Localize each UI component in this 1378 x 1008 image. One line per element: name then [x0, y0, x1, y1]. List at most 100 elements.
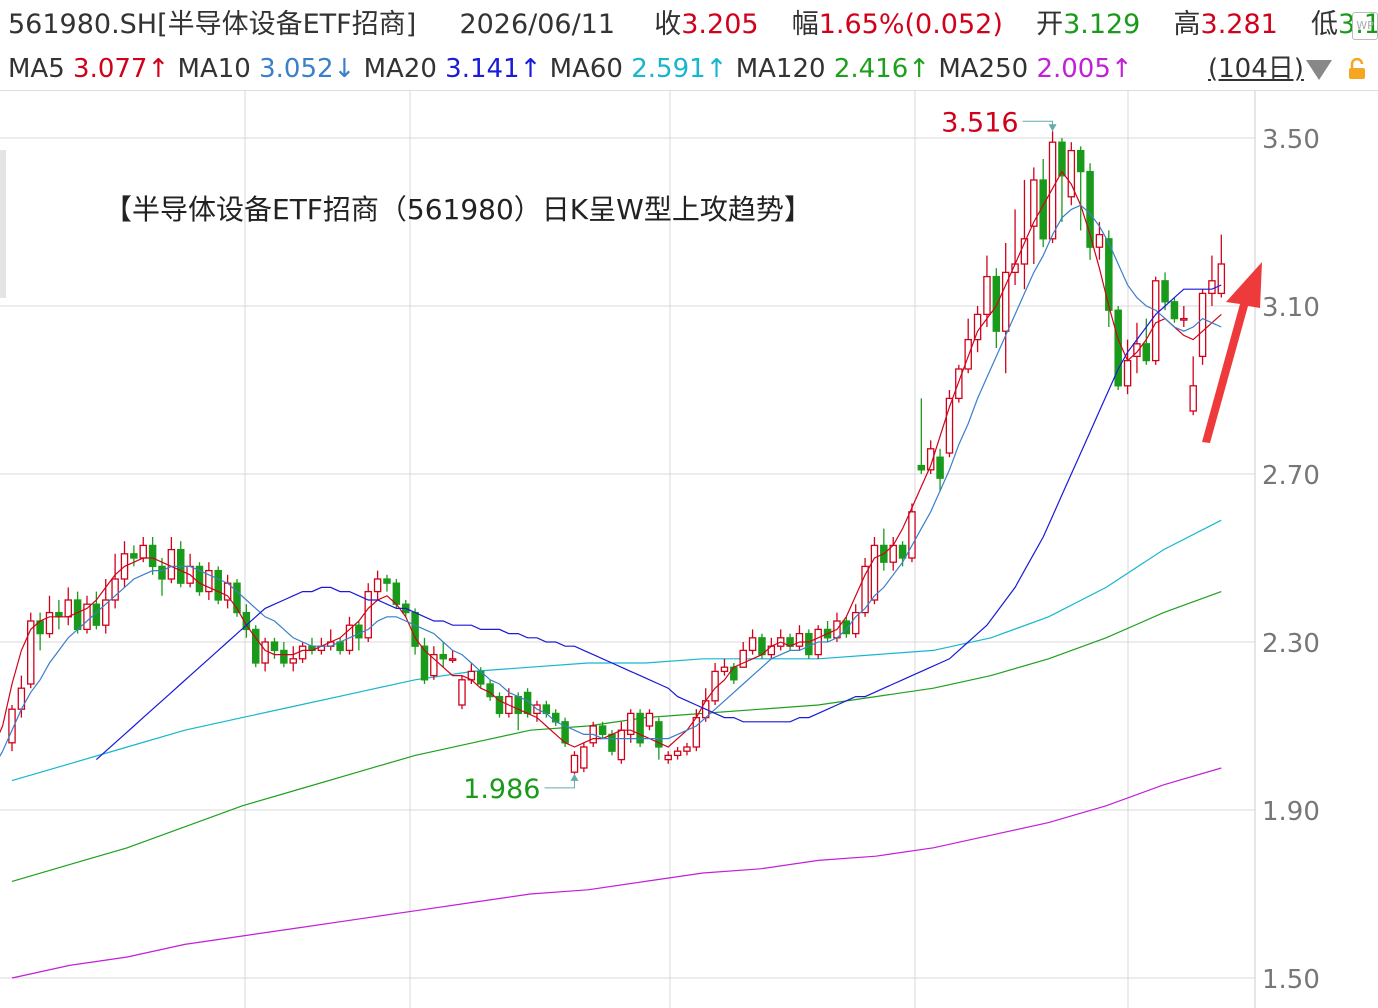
candle-down	[148, 537, 157, 575]
candle-body	[355, 624, 363, 639]
candle-body	[439, 653, 447, 660]
candle-body	[908, 511, 916, 559]
candle-up	[345, 616, 354, 655]
open-label: 开	[1036, 9, 1064, 40]
candle-body	[805, 632, 813, 656]
candle-body	[1095, 233, 1104, 248]
ma60-label: MA60	[549, 54, 623, 84]
trend-arrow	[1202, 262, 1262, 443]
candle-body	[926, 448, 935, 471]
candle-body	[364, 590, 372, 639]
candle-down	[992, 268, 1001, 348]
candle-up	[167, 537, 176, 584]
annotation-arrowhead	[1048, 124, 1057, 132]
low-label: 低	[1311, 9, 1339, 40]
ma10-label: MA10	[177, 54, 251, 84]
candle-down	[1170, 297, 1179, 323]
candle-body	[898, 544, 907, 559]
candle-up	[870, 537, 879, 605]
candle-body	[45, 611, 54, 635]
candle-up	[261, 637, 269, 672]
ma-legend-bar: MA5 3.077↑ MA10 3.052↓ MA20 3.141↑ MA60 …	[8, 52, 1133, 86]
candle-body	[1133, 343, 1141, 358]
security-code: 561980.SH[半导体设备ETF招商]	[8, 9, 417, 40]
annotation-arrowhead	[570, 773, 579, 781]
candle-body	[495, 695, 504, 715]
candle-body	[683, 746, 691, 752]
candle-up	[1067, 142, 1076, 206]
candle-body	[1142, 343, 1151, 362]
close-price: 3.205	[681, 9, 759, 40]
low-price: 3.129	[1338, 9, 1378, 40]
candle-body	[233, 582, 241, 614]
candle-up	[298, 642, 307, 663]
wp-icon[interactable]: WP	[1352, 12, 1378, 40]
candle-down	[1086, 163, 1094, 260]
candle-up	[533, 700, 541, 722]
candle-down	[842, 616, 851, 638]
candle-body	[870, 544, 879, 601]
candle-up	[17, 675, 26, 718]
max-annotation: 3.516	[941, 107, 1018, 138]
candle-body	[945, 397, 954, 454]
ma20-label: MA20	[363, 54, 437, 84]
ma-line-ma60	[11, 519, 1222, 782]
candle-body	[1161, 280, 1169, 303]
candle-down	[336, 637, 344, 655]
candle-body	[1048, 141, 1057, 240]
candle-body	[955, 368, 963, 400]
candle-up	[673, 747, 682, 760]
candle-body	[1001, 271, 1010, 332]
candle-down	[805, 629, 813, 659]
candle-up	[326, 629, 335, 651]
annotations: 3.516 1.986	[463, 107, 1057, 805]
candle-body	[205, 569, 213, 593]
candle-body	[420, 645, 429, 681]
candle-down	[420, 637, 429, 684]
ma-line-ma10	[0, 204, 1222, 758]
candle-up	[570, 751, 579, 774]
candle-body	[1198, 292, 1207, 358]
open-price: 3.129	[1063, 9, 1141, 40]
y-tick-label: 2.70	[1262, 461, 1320, 491]
candle-down	[1039, 159, 1047, 248]
candle-up	[683, 742, 691, 756]
scroll-handle[interactable]	[0, 150, 6, 298]
candle-up	[955, 364, 963, 403]
candle-up	[1011, 209, 1019, 285]
candle-body	[383, 578, 391, 584]
candle-down	[214, 566, 222, 605]
candle-up	[1208, 255, 1216, 306]
candle-up	[64, 587, 72, 626]
candles	[8, 131, 1226, 774]
lock-icon[interactable]	[1346, 58, 1368, 80]
candle-up	[186, 553, 194, 588]
candle-down	[242, 604, 251, 638]
candle-up	[111, 553, 119, 609]
ma5-value: 3.077↑	[73, 54, 170, 84]
candle-body	[430, 653, 438, 677]
candle-body	[964, 338, 972, 370]
candle-body	[626, 712, 635, 736]
ma-period-selector[interactable]: (104日)	[1208, 54, 1304, 84]
ma-line-ma120	[11, 591, 1222, 882]
triangle-down-icon[interactable]	[1306, 60, 1332, 80]
candle-body	[280, 649, 288, 664]
candle-body	[664, 754, 672, 761]
candle-up	[1123, 339, 1132, 395]
candle-up	[711, 663, 719, 705]
candle-body	[617, 729, 626, 761]
min-annotation: 1.986	[463, 774, 540, 805]
candle-body	[158, 565, 166, 580]
candle-body	[289, 658, 297, 664]
candle-down	[1105, 230, 1113, 327]
candle-down	[195, 562, 204, 596]
candle-up	[983, 255, 991, 327]
candle-down	[598, 721, 607, 739]
candle-up	[364, 583, 372, 642]
y-tick-label: 1.90	[1262, 797, 1320, 827]
candle-up	[926, 440, 935, 474]
candle-up	[851, 604, 860, 638]
candle-body	[917, 464, 926, 471]
change-label: 幅	[791, 9, 819, 40]
